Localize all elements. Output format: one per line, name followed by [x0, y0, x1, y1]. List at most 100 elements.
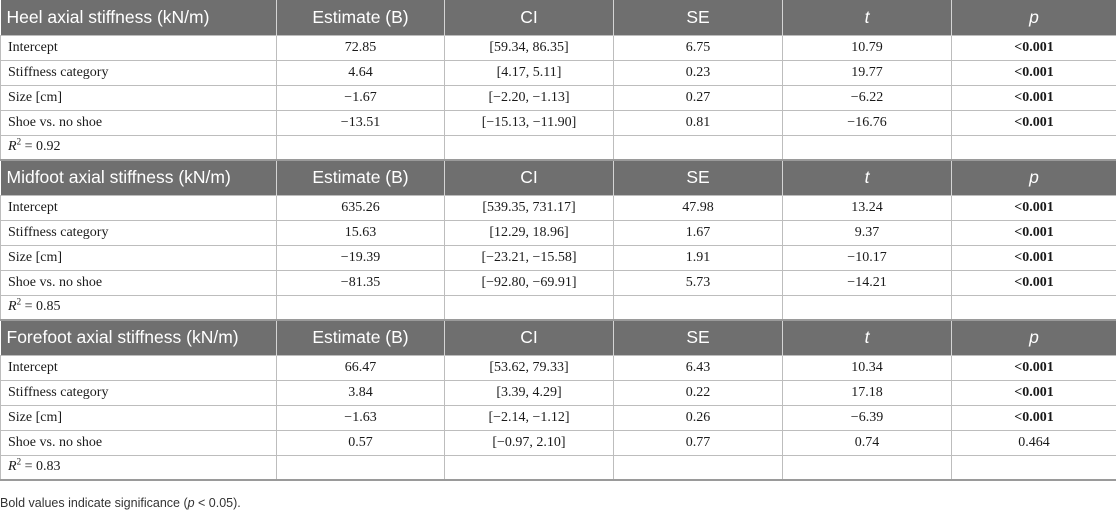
cell-estimate: −1.67 — [276, 84, 445, 111]
cell-estimate: −81.35 — [276, 269, 445, 296]
column-header-p: p — [951, 160, 1116, 195]
regression-table-body: Heel axial stiffness (kN/m) Estimate (B) C… — [0, 0, 1116, 481]
r-squared-value: 0.85 — [35, 299, 61, 315]
empty-cell — [613, 294, 783, 321]
table-footnote: Bold values indicate significance (p < 0… — [0, 496, 241, 510]
row-label: Shoe vs. no shoe — [0, 429, 277, 456]
regression-table: Heel axial stiffness (kN/m) Estimate (B) C… — [0, 0, 1116, 481]
column-header-estimate: Estimate (B) — [276, 320, 445, 355]
cell-se: 0.26 — [613, 404, 783, 431]
table-row: Size [cm] −1.67 [−2.20, −1.13] 0.27 −6.22 <0.… — [0, 84, 1116, 111]
r-squared-cell: R2 = 0.85 — [0, 294, 277, 321]
cell-p: <0.001 — [951, 244, 1116, 271]
empty-cell — [613, 454, 783, 481]
row-label: Intercept — [0, 34, 277, 61]
cell-p: <0.001 — [951, 59, 1116, 86]
empty-cell — [444, 454, 614, 481]
row-label: Stiffness category — [0, 59, 277, 86]
cell-t: −16.76 — [782, 109, 952, 136]
column-header-p: p — [951, 0, 1116, 35]
column-header-ci: CI — [444, 0, 614, 35]
empty-cell — [613, 134, 783, 161]
cell-ci: [−2.14, −1.12] — [444, 404, 614, 431]
cell-t: −6.39 — [782, 404, 952, 431]
section-title: Midfoot axial stiffness (kN/m) — [0, 160, 277, 195]
cell-ci: [59.34, 86.35] — [444, 34, 614, 61]
footnote-prefix: Bold values indicate significance ( — [0, 496, 188, 510]
table-row: Shoe vs. no shoe −13.51 [−15.13, −11.90] 0.… — [0, 109, 1116, 136]
empty-cell — [276, 134, 445, 161]
cell-t: 9.37 — [782, 219, 952, 246]
cell-estimate: −19.39 — [276, 244, 445, 271]
cell-estimate: 66.47 — [276, 354, 445, 381]
column-header-p: p — [951, 320, 1116, 355]
cell-estimate: −13.51 — [276, 109, 445, 136]
empty-cell — [276, 294, 445, 321]
column-header-t: t — [782, 320, 952, 355]
table-row: Intercept 635.26 [539.35, 731.17] 47.98 13.2… — [0, 194, 1116, 221]
cell-p: <0.001 — [951, 379, 1116, 406]
table-row: Size [cm] −19.39 [−23.21, −15.58] 1.91 −10.1… — [0, 244, 1116, 271]
cell-ci: [−2.20, −1.13] — [444, 84, 614, 111]
cell-ci: [−23.21, −15.58] — [444, 244, 614, 271]
column-header-estimate: Estimate (B) — [276, 0, 445, 35]
cell-se: 6.75 — [613, 34, 783, 61]
empty-cell — [782, 134, 952, 161]
r-squared-equals: = — [21, 299, 36, 315]
cell-ci: [−0.97, 2.10] — [444, 429, 614, 456]
empty-cell — [444, 294, 614, 321]
cell-p: <0.001 — [951, 194, 1116, 221]
row-label: Size [cm] — [0, 244, 277, 271]
cell-se: 47.98 — [613, 194, 783, 221]
row-label: Shoe vs. no shoe — [0, 269, 277, 296]
r-squared-row: R2 = 0.83 — [0, 454, 1116, 481]
column-header-se: SE — [613, 320, 783, 355]
r-squared-symbol: R — [8, 299, 17, 315]
cell-ci: [3.39, 4.29] — [444, 379, 614, 406]
cell-se: 1.91 — [613, 244, 783, 271]
cell-estimate: 4.64 — [276, 59, 445, 86]
section-title: Forefoot axial stiffness (kN/m) — [0, 320, 277, 355]
table-row: Size [cm] −1.63 [−2.14, −1.12] 0.26 −6.39 <0.… — [0, 404, 1116, 431]
r-squared-symbol: R — [8, 459, 17, 475]
cell-se: 0.23 — [613, 59, 783, 86]
row-label: Shoe vs. no shoe — [0, 109, 277, 136]
cell-se: 5.73 — [613, 269, 783, 296]
cell-se: 1.67 — [613, 219, 783, 246]
r-squared-exponent: 2 — [16, 456, 22, 467]
table-row: Shoe vs. no shoe 0.57 [−0.97, 2.10] 0.77 0.7… — [0, 429, 1116, 456]
row-label: Intercept — [0, 354, 277, 381]
cell-p: <0.001 — [951, 404, 1116, 431]
r-squared-row: R2 = 0.85 — [0, 294, 1116, 321]
cell-estimate: 635.26 — [276, 194, 445, 221]
column-header-se: SE — [613, 0, 783, 35]
column-header-ci: CI — [444, 320, 614, 355]
cell-ci: [12.29, 18.96] — [444, 219, 614, 246]
section-header-row: Forefoot axial stiffness (kN/m) Estimate … — [0, 320, 1116, 355]
cell-p: 0.464 — [951, 429, 1116, 456]
empty-cell — [276, 454, 445, 481]
table-row: Stiffness category 15.63 [12.29, 18.96] 1.6… — [0, 219, 1116, 246]
r-squared-exponent: 2 — [16, 136, 22, 147]
table-row: Shoe vs. no shoe −81.35 [−92.80, −69.91] 5.… — [0, 269, 1116, 296]
r-squared-exponent: 2 — [16, 296, 22, 307]
cell-t: −10.17 — [782, 244, 952, 271]
cell-t: 17.18 — [782, 379, 952, 406]
cell-ci: [−15.13, −11.90] — [444, 109, 614, 136]
column-header-t: t — [782, 160, 952, 195]
cell-t: 10.34 — [782, 354, 952, 381]
cell-t: 10.79 — [782, 34, 952, 61]
cell-estimate: 15.63 — [276, 219, 445, 246]
cell-p: <0.001 — [951, 354, 1116, 381]
row-label: Stiffness category — [0, 219, 277, 246]
section-title: Heel axial stiffness (kN/m) — [0, 0, 277, 35]
column-header-estimate: Estimate (B) — [276, 160, 445, 195]
table-row: Stiffness category 3.84 [3.39, 4.29] 0.22 17… — [0, 379, 1116, 406]
cell-t: 19.77 — [782, 59, 952, 86]
empty-cell — [951, 134, 1116, 161]
cell-t: −6.22 — [782, 84, 952, 111]
r-squared-row: R2 = 0.92 — [0, 134, 1116, 161]
cell-estimate: 3.84 — [276, 379, 445, 406]
footnote-suffix: < 0.05). — [194, 496, 241, 510]
empty-cell — [951, 454, 1116, 481]
